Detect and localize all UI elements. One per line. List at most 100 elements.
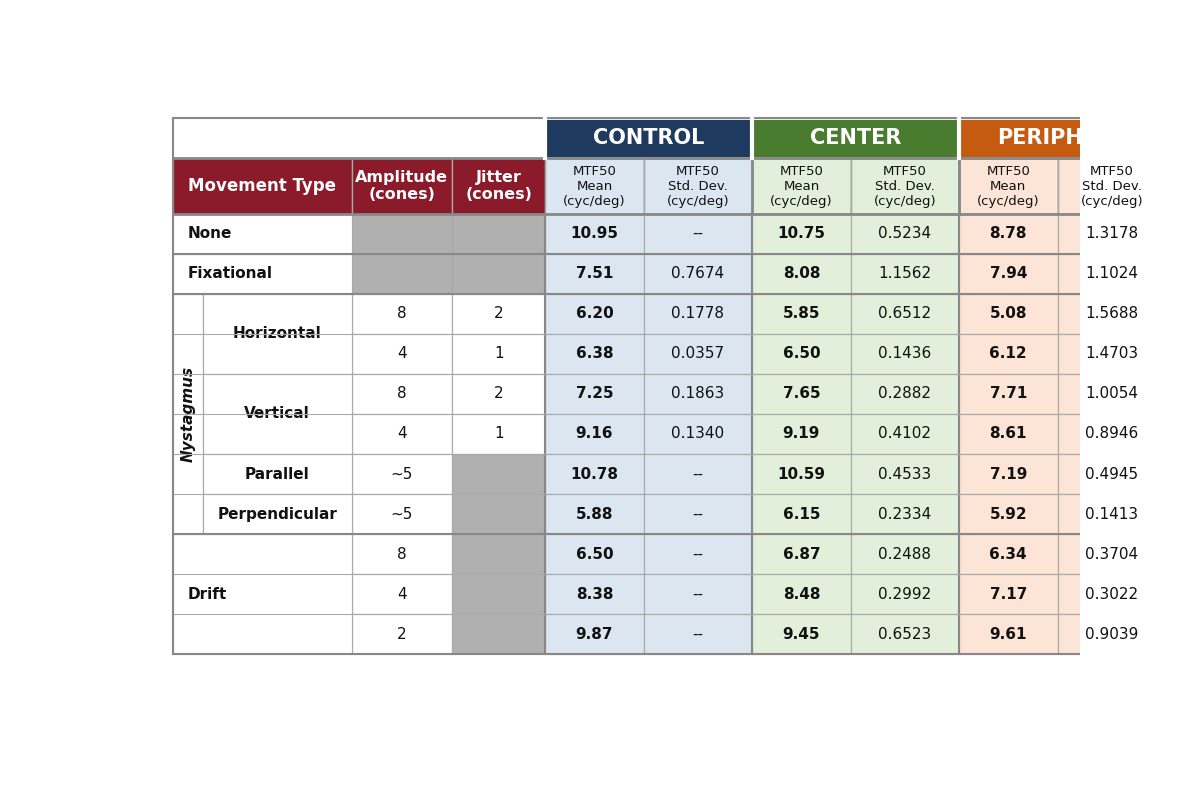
- Bar: [752, 414, 851, 454]
- Bar: [352, 574, 452, 614]
- Bar: [851, 334, 959, 374]
- Bar: [352, 614, 452, 654]
- Bar: [452, 614, 545, 654]
- Text: 7.25: 7.25: [576, 386, 613, 401]
- Bar: [452, 254, 545, 294]
- Bar: [203, 494, 352, 534]
- Text: 7.71: 7.71: [990, 386, 1027, 401]
- Text: MTF50
Mean
(cyc/deg): MTF50 Mean (cyc/deg): [563, 164, 625, 207]
- Bar: [1057, 614, 1166, 654]
- Bar: [959, 374, 1057, 414]
- Text: 0.2882: 0.2882: [878, 386, 931, 401]
- Text: --: --: [692, 546, 703, 562]
- Bar: [203, 294, 352, 374]
- Text: 0.8946: 0.8946: [1085, 426, 1139, 442]
- Text: CONTROL: CONTROL: [593, 128, 704, 148]
- Bar: [959, 414, 1057, 454]
- Bar: [1057, 334, 1166, 374]
- Text: 4: 4: [397, 426, 407, 442]
- Bar: [959, 534, 1057, 574]
- Text: 9.61: 9.61: [990, 627, 1027, 642]
- Bar: [752, 454, 851, 494]
- Text: 6.15: 6.15: [782, 506, 820, 521]
- Bar: [452, 294, 545, 334]
- Bar: [352, 374, 452, 414]
- Text: 9.45: 9.45: [782, 627, 820, 642]
- Text: MTF50
Mean
(cyc/deg): MTF50 Mean (cyc/deg): [977, 164, 1039, 207]
- Bar: [203, 374, 352, 454]
- Text: 0.3704: 0.3704: [1085, 546, 1139, 562]
- Text: 2: 2: [494, 306, 504, 322]
- Text: 0.0357: 0.0357: [671, 347, 725, 361]
- Bar: [1057, 534, 1166, 574]
- Text: ~5: ~5: [391, 506, 413, 521]
- Bar: [752, 374, 851, 414]
- Text: 6.50: 6.50: [782, 347, 821, 361]
- Text: MTF50
Std. Dev.
(cyc/deg): MTF50 Std. Dev. (cyc/deg): [874, 164, 936, 207]
- Text: 8: 8: [397, 306, 407, 322]
- Text: 10.59: 10.59: [778, 467, 826, 481]
- Text: 8: 8: [397, 386, 407, 401]
- Text: --: --: [692, 226, 703, 241]
- Text: 7.94: 7.94: [990, 266, 1027, 281]
- Text: 7.19: 7.19: [990, 467, 1027, 481]
- Text: 2: 2: [397, 627, 407, 642]
- Text: Fixational: Fixational: [187, 266, 272, 281]
- Text: MTF50
Std. Dev.
(cyc/deg): MTF50 Std. Dev. (cyc/deg): [1080, 164, 1144, 207]
- Bar: [1057, 454, 1166, 494]
- Text: --: --: [692, 587, 703, 601]
- Bar: [643, 294, 752, 334]
- Bar: [1057, 414, 1166, 454]
- Bar: [452, 158, 545, 214]
- Bar: [851, 414, 959, 454]
- Text: 6.87: 6.87: [782, 546, 821, 562]
- Bar: [752, 214, 851, 254]
- Bar: [752, 294, 851, 334]
- Bar: [851, 454, 959, 494]
- Bar: [173, 158, 352, 214]
- Bar: [851, 614, 959, 654]
- Bar: [643, 414, 752, 454]
- Text: 0.1778: 0.1778: [672, 306, 725, 322]
- Text: 1: 1: [494, 347, 504, 361]
- Bar: [643, 158, 752, 214]
- Text: Vertical: Vertical: [245, 406, 310, 422]
- Bar: [643, 334, 752, 374]
- Text: 8.48: 8.48: [782, 587, 820, 601]
- Text: Drift: Drift: [187, 587, 227, 601]
- Bar: [452, 454, 545, 494]
- Text: Perpendicular: Perpendicular: [217, 506, 337, 521]
- Bar: [643, 494, 752, 534]
- Bar: [452, 534, 545, 574]
- Bar: [752, 118, 959, 158]
- Text: 10.95: 10.95: [570, 226, 618, 241]
- Bar: [352, 214, 452, 254]
- Bar: [1057, 494, 1166, 534]
- Bar: [752, 534, 851, 574]
- Bar: [352, 534, 452, 574]
- Text: None: None: [187, 226, 232, 241]
- Bar: [851, 494, 959, 534]
- Text: 4: 4: [397, 347, 407, 361]
- Bar: [452, 414, 545, 454]
- Bar: [173, 294, 203, 534]
- Text: 6.38: 6.38: [576, 347, 613, 361]
- Text: 1.4703: 1.4703: [1085, 347, 1139, 361]
- Bar: [851, 254, 959, 294]
- Text: 1.1562: 1.1562: [878, 266, 931, 281]
- Bar: [173, 118, 1166, 654]
- Text: 5.92: 5.92: [990, 506, 1027, 521]
- Text: 8.61: 8.61: [990, 426, 1027, 442]
- Text: 9.19: 9.19: [782, 426, 820, 442]
- Bar: [352, 494, 452, 534]
- Bar: [851, 294, 959, 334]
- Text: 0.7674: 0.7674: [671, 266, 725, 281]
- Text: 0.1413: 0.1413: [1085, 506, 1139, 521]
- Text: 0.1340: 0.1340: [671, 426, 725, 442]
- Bar: [352, 294, 452, 334]
- Text: CENTER: CENTER: [810, 128, 901, 148]
- Bar: [643, 534, 752, 574]
- Text: --: --: [692, 467, 703, 481]
- Text: 8.38: 8.38: [576, 587, 613, 601]
- Text: 5.85: 5.85: [782, 306, 820, 322]
